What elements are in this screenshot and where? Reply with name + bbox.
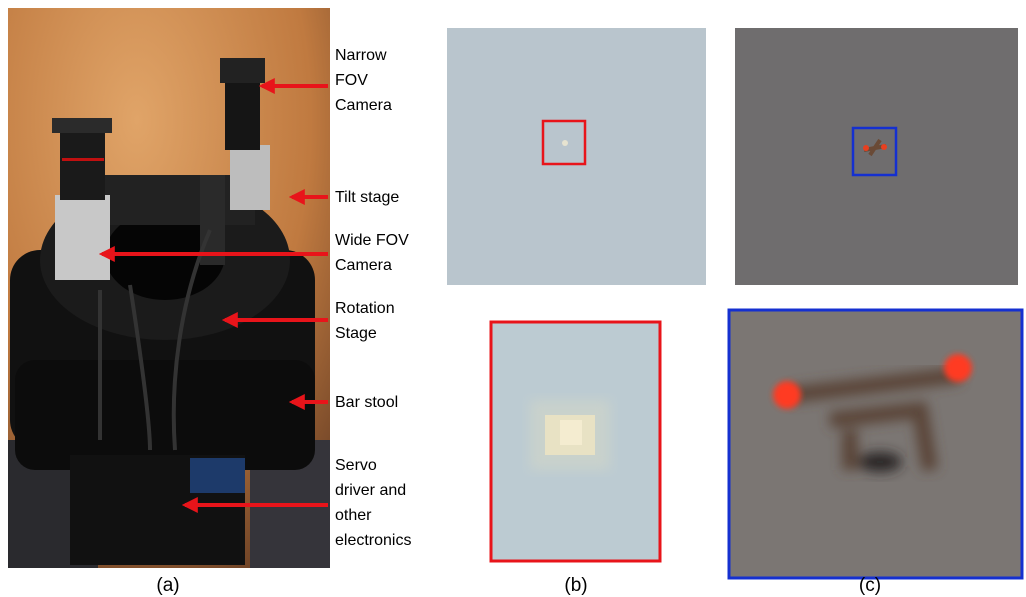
annotation-label: other (335, 507, 372, 524)
panel-caption: (c) (859, 575, 881, 596)
annotation-label: Camera (335, 257, 392, 274)
annotation-label: Wide FOV (335, 232, 409, 249)
panel-caption: (a) (156, 575, 179, 596)
annotation-label: Bar stool (335, 394, 398, 411)
annotation-label: Stage (335, 325, 377, 342)
annotation-label: Tilt stage (335, 189, 399, 206)
annotation-label: FOV (335, 72, 368, 89)
wide-image (447, 28, 706, 285)
annotation-label: Servo (335, 457, 377, 474)
annotation-label: Rotation (335, 300, 395, 317)
annotation-label: Narrow (335, 47, 387, 64)
annotation-label: electronics (335, 532, 411, 549)
narrow-image (735, 28, 1018, 285)
annotation-label: Camera (335, 97, 392, 114)
zoom-b (491, 322, 660, 561)
figure: Narrow FOV Camera Tilt stage Wide FOV Camera R… (0, 0, 1026, 597)
photo (8, 8, 330, 568)
panel-caption: (b) (564, 575, 587, 596)
target (562, 140, 568, 146)
annotation-label: driver and (335, 482, 406, 499)
zoom-c (729, 310, 1022, 578)
